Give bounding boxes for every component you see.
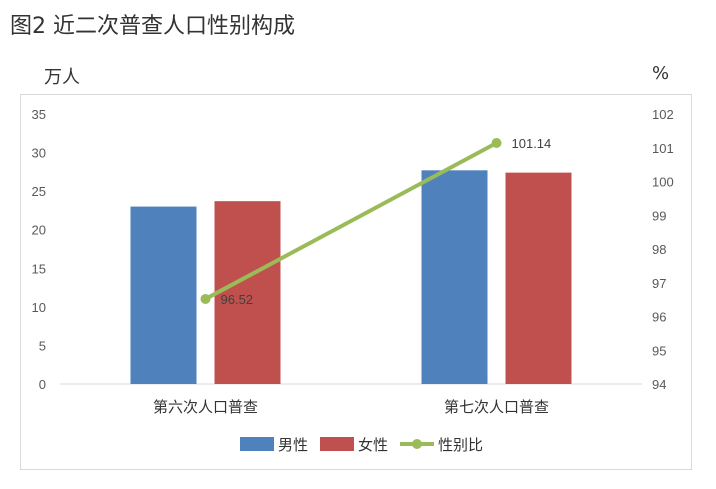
bar-female-1 xyxy=(214,201,281,384)
right-tick-label: 97 xyxy=(652,276,666,291)
bar-female-2 xyxy=(505,172,572,384)
right-tick-label: 101 xyxy=(652,141,674,156)
sex-ratio-data-label: 101.14 xyxy=(512,136,552,151)
left-tick-label: 10 xyxy=(32,300,46,315)
right-tick-label: 95 xyxy=(652,343,666,358)
left-tick-label: 0 xyxy=(39,377,46,392)
left-tick-label: 20 xyxy=(32,223,46,238)
bar-male-2 xyxy=(421,170,488,384)
right-tick-label: 99 xyxy=(652,208,666,223)
sex-ratio-data-label: 96.52 xyxy=(221,292,254,307)
legend-marker xyxy=(412,439,422,449)
legend-label: 男性 xyxy=(278,436,308,454)
left-tick-label: 25 xyxy=(32,184,46,199)
legend-label: 女性 xyxy=(358,436,388,454)
right-tick-label: 94 xyxy=(652,377,666,392)
right-tick-label: 100 xyxy=(652,175,674,190)
right-axis-unit: % xyxy=(652,63,670,84)
bar-male-1 xyxy=(130,206,197,384)
legend-swatch xyxy=(240,437,274,451)
left-tick-label: 30 xyxy=(32,146,46,161)
left-tick-label: 5 xyxy=(39,338,46,353)
left-tick-label: 35 xyxy=(32,107,46,122)
right-tick-label: 96 xyxy=(652,310,666,325)
legend-label: 性别比 xyxy=(438,436,483,454)
right-tick-label: 102 xyxy=(652,107,674,122)
legend-swatch xyxy=(320,437,354,451)
chart-title: 图2 近二次普查人口性别构成 xyxy=(10,14,295,39)
sex-ratio-line xyxy=(203,141,499,301)
category-label: 第六次人口普查 xyxy=(153,398,258,416)
chart-frame xyxy=(20,94,692,470)
right-tick-label: 98 xyxy=(652,242,666,257)
left-tick-label: 15 xyxy=(32,261,46,276)
category-label: 第七次人口普查 xyxy=(444,398,549,416)
sex-ratio-point xyxy=(491,138,502,149)
left-axis-unit: 万人 xyxy=(44,67,80,88)
sex-ratio-point xyxy=(200,293,211,304)
